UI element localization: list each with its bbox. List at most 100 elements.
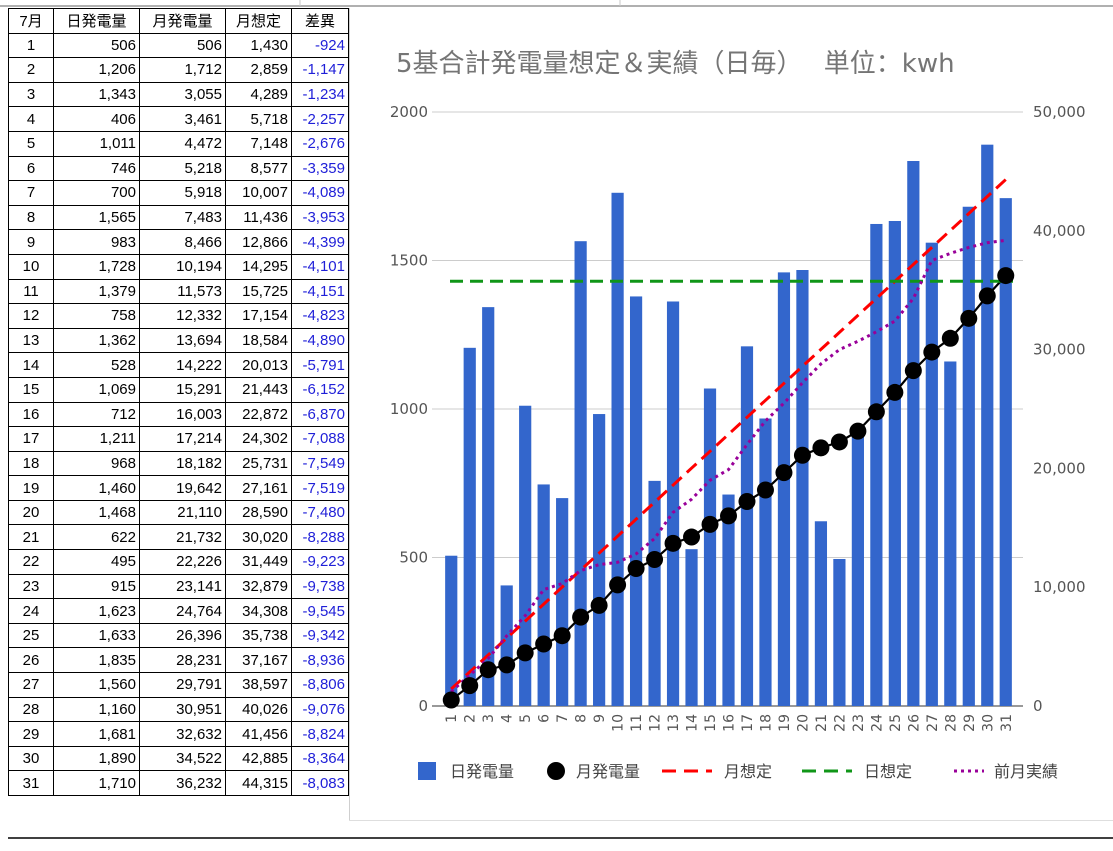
cell-monthly-generation: 12,332: [139, 303, 226, 329]
table-row: 12 758 12,332 17,154 -4,823: [8, 303, 349, 329]
cell-monthly-expected: 31,449: [225, 549, 292, 575]
cell-difference: -8,824: [291, 721, 349, 747]
marker-monthly-generation: [923, 343, 941, 361]
cell-monthly-expected: 44,315: [225, 770, 292, 796]
marker-monthly-generation: [941, 329, 959, 347]
right-axis-ticks: 0 10,000 20,000 30,000 40,000 50,000: [1033, 103, 1086, 715]
bar-daily-generation: [851, 434, 864, 706]
cell-daily-generation: 1,560: [53, 672, 140, 698]
table-row: 24 1,623 24,764 34,308 -9,545: [8, 598, 349, 624]
cell-monthly-generation: 22,226: [139, 549, 226, 575]
right-tick-label: 40,000: [1033, 222, 1086, 240]
right-tick-label: 50,000: [1033, 103, 1086, 121]
table-row: 30 1,890 34,522 42,885 -8,364: [8, 745, 349, 772]
legend-label: 日想定: [864, 762, 912, 781]
table-row: 31 1,710 36,232 44,315 -8,083: [8, 770, 349, 796]
cell-monthly-expected: 38,597: [225, 672, 292, 698]
cell-monthly-expected: 24,302: [225, 426, 292, 452]
x-tick-label: 7: [555, 714, 571, 723]
table-row: 19 1,460 19,642 27,161 -7,519: [8, 475, 349, 501]
table-row: 13 1,362 13,694 18,584 -4,890: [8, 327, 349, 354]
cell-day: 26: [8, 647, 54, 674]
x-tick-label: 24: [869, 714, 885, 732]
cell-monthly-generation: 13,694: [139, 327, 226, 354]
cell-daily-generation: 622: [53, 524, 140, 551]
combo-chart: 5基合計発電量想定＆実績（日毎） 単位：kwh 0500100015002000…: [390, 49, 1086, 781]
cell-daily-generation: 746: [53, 155, 140, 182]
cell-difference: -4,823: [291, 303, 349, 329]
x-tick-label: 28: [943, 714, 959, 732]
cell-monthly-expected: 30,020: [225, 524, 292, 551]
x-tick-label: 20: [795, 714, 811, 732]
cell-monthly-expected: 34,308: [225, 598, 292, 624]
cell-difference: -2,676: [291, 130, 349, 157]
table-row: 26 1,835 28,231 37,167 -8,936: [8, 647, 349, 674]
cell-monthly-expected: 37,167: [225, 647, 292, 674]
marker-monthly-generation: [960, 309, 978, 327]
cell-difference: -7,519: [291, 475, 349, 501]
x-tick-label: 12: [648, 714, 664, 732]
x-tick-label: 19: [777, 714, 793, 732]
cell-day: 4: [8, 106, 54, 132]
cell-difference: -5,791: [291, 352, 349, 378]
cell-monthly-generation: 7,483: [139, 204, 226, 231]
chart-panel: 5基合計発電量想定＆実績（日毎） 単位：kwh 0 500 1000 1500 2000…: [349, 8, 1113, 820]
table-row: 9 983 8,466 12,866 -4,399: [8, 229, 349, 255]
cell-day: 31: [8, 770, 54, 796]
bar-daily-generation: [593, 414, 606, 706]
cell-difference: -7,480: [291, 499, 349, 526]
cell-daily-generation: 1,343: [53, 81, 140, 108]
table-row: 22 495 22,226 31,449 -9,223: [8, 549, 349, 575]
cell-monthly-expected: 15,725: [225, 278, 292, 305]
table-row: 15 1,069 15,291 21,443 -6,152: [8, 376, 349, 403]
marker-monthly-generation: [664, 534, 682, 552]
data-table: 7月 日発電量 月発電量 月想定 差異 1 506 506 1,430 -924 2 1,2…: [8, 8, 349, 796]
cell-day: 25: [8, 622, 54, 649]
cell-monthly-generation: 506: [139, 32, 226, 59]
table-row: 14 528 14,222 20,013 -5,791: [8, 352, 349, 378]
x-tick-label: 4: [500, 714, 516, 723]
x-tick-label: 23: [851, 714, 867, 732]
marker-monthly-generation: [720, 507, 737, 525]
cell-day: 28: [8, 696, 54, 723]
bar-daily-generation: [629, 296, 643, 706]
cell-day: 24: [8, 598, 54, 624]
markers-monthly-generation: [442, 267, 1015, 709]
marker-monthly-generation: [516, 644, 534, 662]
table-row: 10 1,728 10,194 14,295 -4,101: [8, 253, 349, 280]
cell-daily-generation: 1,379: [53, 278, 140, 305]
cell-daily-generation: 1,211: [53, 426, 140, 452]
table-row: 23 915 23,141 32,879 -9,738: [8, 573, 349, 600]
cell-difference: -8,288: [291, 524, 349, 551]
legend-swatch-bar: [418, 762, 436, 780]
cell-day: 9: [8, 229, 54, 255]
cell-daily-generation: 968: [53, 450, 140, 477]
x-tick-label: 26: [906, 714, 922, 732]
cell-daily-generation: 528: [53, 352, 140, 378]
cell-daily-generation: 1,362: [53, 327, 140, 354]
right-tick-label: 0: [1033, 697, 1043, 715]
cell-day: 22: [8, 549, 54, 575]
cell-daily-generation: 1,160: [53, 696, 140, 723]
x-tick-label: 27: [925, 714, 941, 732]
table-row: 18 968 18,182 25,731 -7,549: [8, 450, 349, 477]
marker-monthly-generation: [793, 446, 811, 464]
x-tick-label: 10: [611, 714, 627, 732]
cell-monthly-generation: 16,003: [139, 401, 226, 428]
bar-daily-generation: [611, 192, 624, 706]
left-axis-ticks: 0 500 1000 1500 2000: [390, 103, 428, 715]
cell-monthly-expected: 35,738: [225, 622, 292, 649]
marker-monthly-generation: [627, 560, 645, 578]
bar-daily-generation: [463, 347, 476, 706]
marker-monthly-generation: [479, 661, 497, 679]
table-row: 17 1,211 17,214 24,302 -7,088: [8, 426, 349, 452]
cell-day: 18: [8, 450, 54, 477]
cell-monthly-generation: 30,951: [139, 696, 226, 723]
table-row: 21 622 21,732 30,020 -8,288: [8, 524, 349, 551]
cell-daily-generation: 1,206: [53, 57, 140, 83]
cell-difference: -4,151: [291, 278, 349, 305]
bar-daily-generation: [870, 223, 883, 706]
cell-monthly-generation: 21,732: [139, 524, 226, 551]
table-row: 16 712 16,003 22,872 -6,870: [8, 401, 349, 428]
